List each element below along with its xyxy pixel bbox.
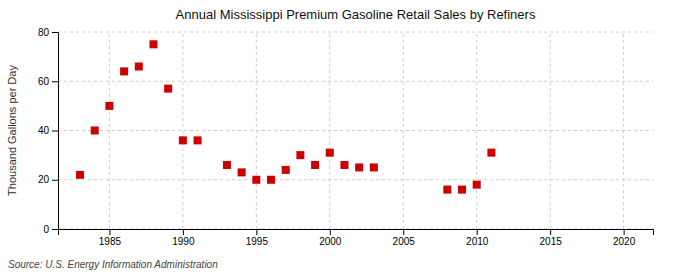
point bbox=[194, 136, 202, 144]
y-axis-label: Thousand Gallons per Day bbox=[6, 65, 18, 196]
point bbox=[238, 168, 246, 176]
points bbox=[76, 40, 495, 193]
x-axis: 1985 1990 1995 2000 2005 2010 2015 2020 bbox=[59, 229, 654, 247]
tick-label: 1995 bbox=[246, 236, 269, 247]
tick-label: 2005 bbox=[393, 236, 416, 247]
point bbox=[458, 186, 466, 194]
point bbox=[149, 40, 157, 48]
tick-mark bbox=[52, 180, 58, 181]
point bbox=[326, 149, 334, 157]
tick: 2000 bbox=[319, 229, 342, 247]
grid-line-y bbox=[58, 179, 653, 180]
tick-label: 2010 bbox=[466, 236, 489, 247]
point bbox=[267, 176, 275, 184]
tick-label: 0 bbox=[43, 224, 49, 235]
point bbox=[120, 67, 128, 75]
tick: 0 bbox=[43, 224, 58, 235]
point bbox=[370, 163, 378, 171]
point bbox=[105, 102, 113, 110]
axis-line bbox=[52, 33, 59, 230]
tick-label: 40 bbox=[38, 125, 50, 136]
tick-label: 2020 bbox=[613, 236, 636, 247]
tick-mark bbox=[403, 229, 404, 235]
y-axis: 0 20 40 60 80 bbox=[38, 27, 59, 235]
tick-mark bbox=[183, 229, 184, 235]
grid-line-x bbox=[182, 32, 183, 229]
grid bbox=[58, 32, 653, 229]
tick-mark bbox=[52, 229, 58, 230]
tick: 2020 bbox=[613, 229, 636, 247]
point bbox=[311, 161, 319, 169]
tick: 2015 bbox=[540, 229, 563, 247]
axis-line bbox=[59, 230, 654, 236]
tick: 1985 bbox=[99, 229, 122, 247]
tick-mark bbox=[109, 229, 110, 235]
grid-line-x bbox=[109, 32, 110, 229]
tick: 2010 bbox=[466, 229, 489, 247]
tick: 1995 bbox=[246, 229, 269, 247]
point bbox=[135, 62, 143, 70]
point bbox=[223, 161, 231, 169]
tick-label: 1985 bbox=[99, 236, 122, 247]
point bbox=[282, 166, 290, 174]
tick: 1990 bbox=[172, 229, 195, 247]
tick-label: 80 bbox=[38, 27, 50, 38]
point bbox=[355, 163, 363, 171]
grid-line-x bbox=[476, 32, 477, 229]
tick-label: 1990 bbox=[172, 236, 195, 247]
tick-mark bbox=[477, 229, 478, 235]
annotation: Source: U.S. Energy Information Administ… bbox=[8, 259, 218, 270]
point bbox=[340, 161, 348, 169]
chart-container: 1985 1990 1995 2000 2005 2010 2015 2020 0 20 40 60 8… bbox=[0, 0, 675, 275]
tick: 40 bbox=[38, 125, 58, 136]
point bbox=[252, 176, 260, 184]
tick: 60 bbox=[38, 76, 58, 87]
point bbox=[76, 171, 84, 179]
tick: 20 bbox=[38, 174, 58, 185]
point bbox=[296, 151, 304, 159]
tick: 80 bbox=[38, 27, 58, 38]
tick-label: 20 bbox=[38, 174, 50, 185]
point bbox=[443, 186, 451, 194]
point bbox=[487, 149, 495, 157]
chart-svg: 1985 1990 1995 2000 2005 2010 2015 2020 0 20 40 60 8… bbox=[0, 0, 675, 275]
grid-line-y bbox=[58, 32, 653, 33]
grid-line-y bbox=[58, 81, 653, 82]
tick-mark bbox=[52, 81, 58, 82]
point bbox=[473, 181, 481, 189]
tick-mark bbox=[256, 229, 257, 235]
tick-mark bbox=[624, 229, 625, 235]
tick-mark bbox=[550, 229, 551, 235]
point bbox=[91, 127, 99, 135]
title: Annual Mississippi Premium Gasoline Reta… bbox=[176, 7, 536, 22]
tick-mark bbox=[330, 229, 331, 235]
tick-label: 2000 bbox=[319, 236, 342, 247]
tick-mark bbox=[52, 32, 58, 33]
grid-line-y bbox=[58, 130, 653, 131]
tick-mark bbox=[52, 131, 58, 132]
tick-label: 60 bbox=[38, 76, 50, 87]
point bbox=[164, 85, 172, 93]
tick: 2005 bbox=[393, 229, 416, 247]
tick-label: 2015 bbox=[540, 236, 563, 247]
point bbox=[179, 136, 187, 144]
